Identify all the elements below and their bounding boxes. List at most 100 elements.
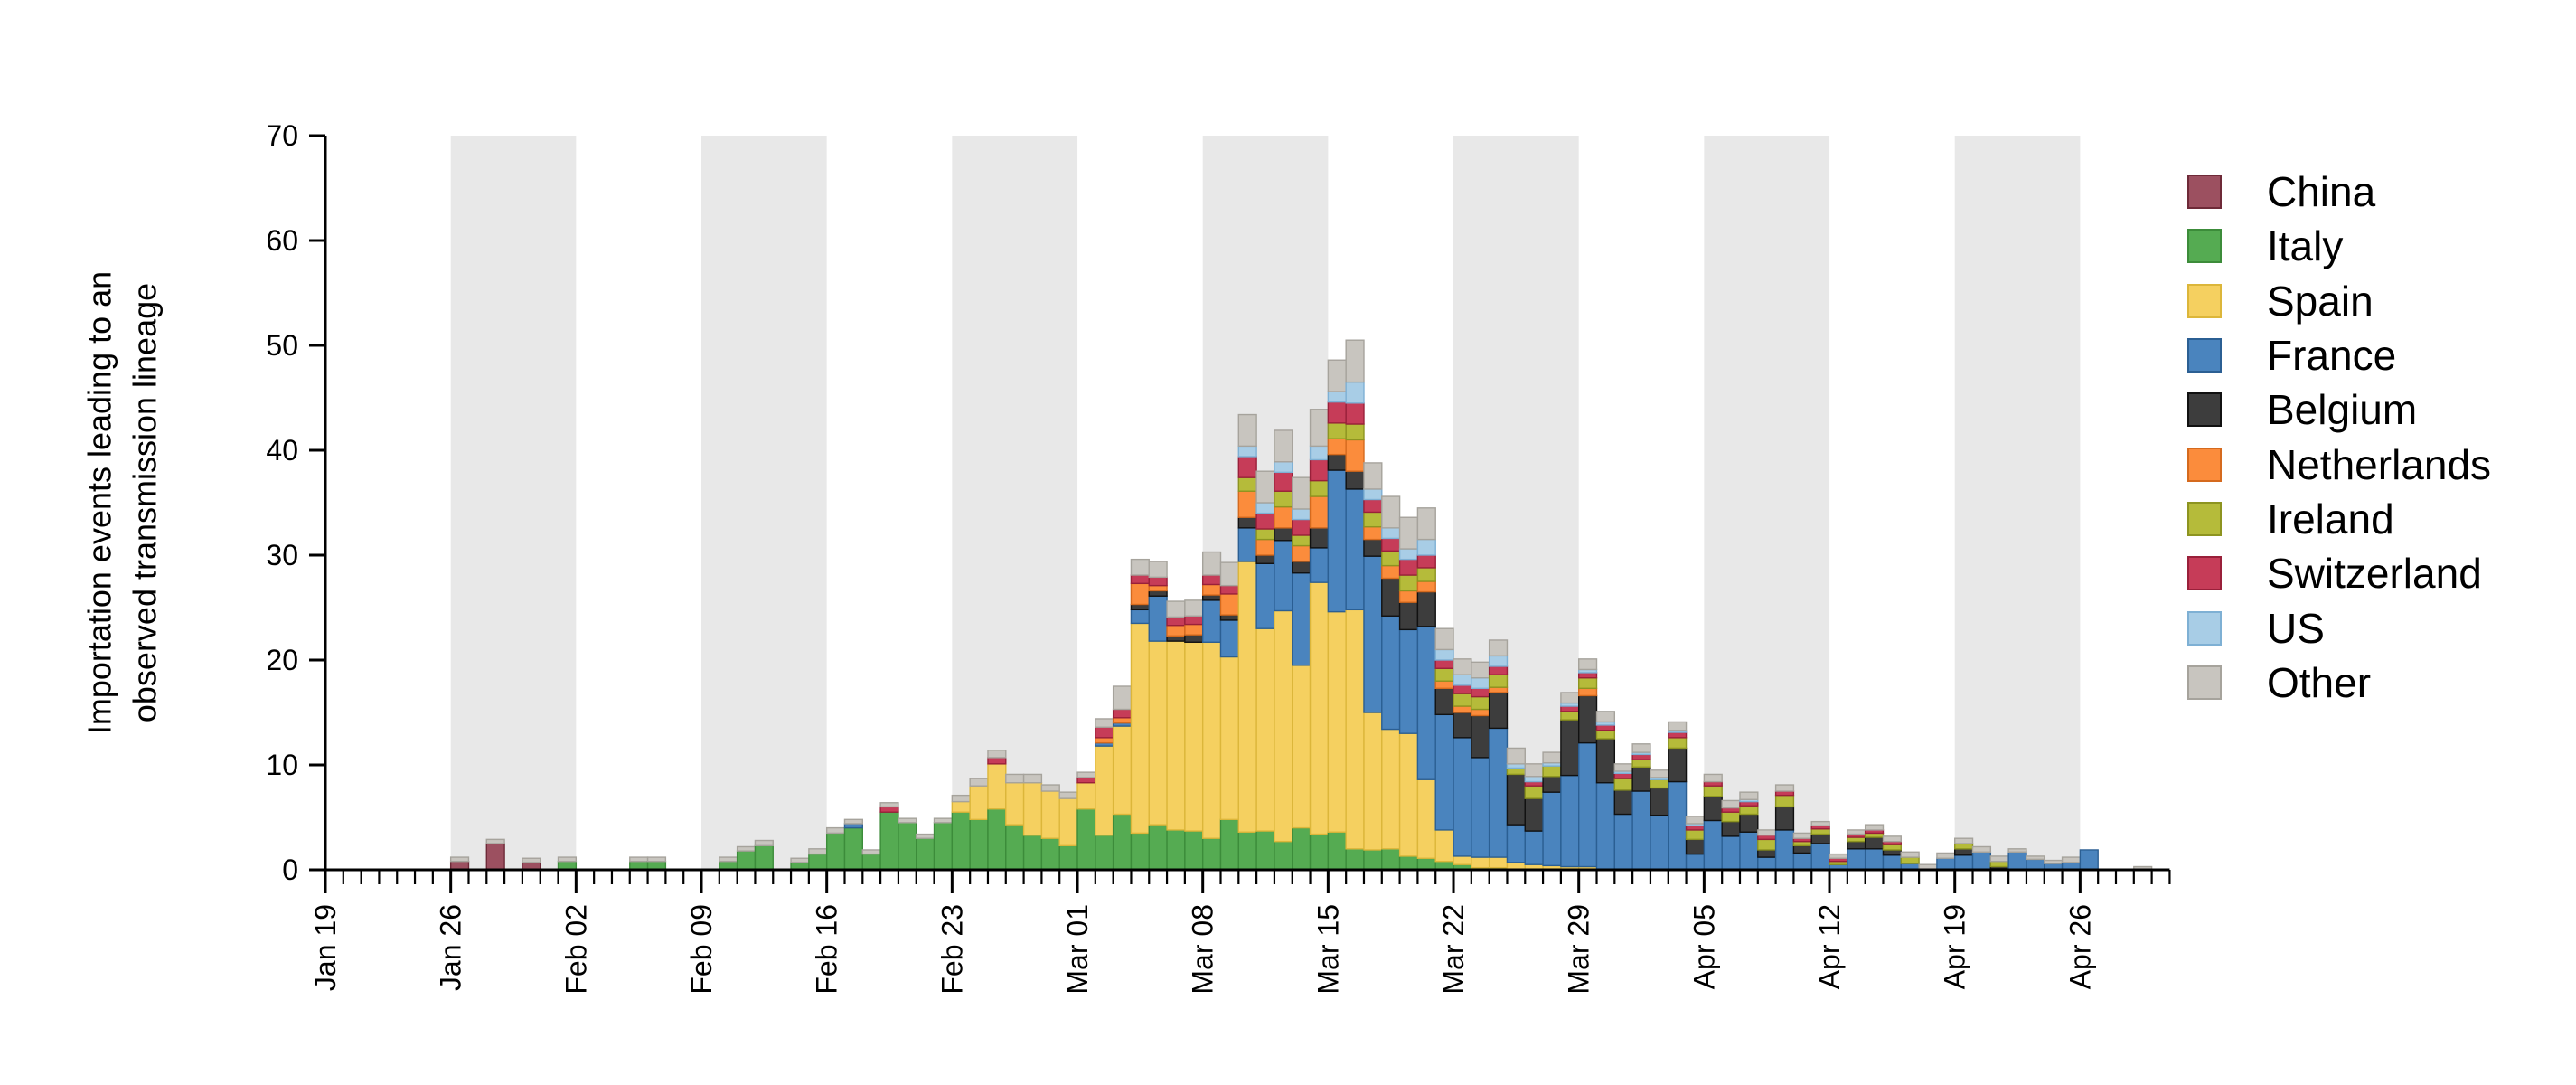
bar-segment-france [1471,757,1490,858]
bar-segment-belgium [1453,712,1472,739]
x-tick-label: Feb 16 [811,904,843,995]
x-tick-label: Apr 05 [1688,904,1720,989]
bar-segment-other [898,817,917,824]
bar-segment-us [1434,648,1454,661]
x-tick-label: Mar 01 [1061,904,1094,995]
bar-segment-belgium [1166,635,1186,642]
bar-segment-other [1792,832,1812,839]
bar-segment-other [808,848,828,855]
legend-item-switzerland: Switzerland [2187,546,2491,600]
bar-segment-spain [987,763,1007,810]
bar-segment-france [1327,469,1347,613]
bar-segment-italy [1381,848,1401,871]
bar-segment-other [2007,848,2027,853]
legend-label: China [2267,168,2376,216]
x-tick-label: Mar 15 [1312,904,1344,995]
bar-segment-other [629,856,649,863]
bar-segment-ireland [1631,759,1651,769]
bar-segment-italy [1274,840,1293,871]
bar-segment-other [1668,721,1688,731]
bar-segment-belgium [1810,833,1830,844]
bar-segment-other [1255,470,1275,504]
bar-segment-france [2026,858,2045,871]
bar-segment-france [1130,609,1150,625]
x-tick-label: Feb 09 [685,904,718,995]
bar-segment-ireland [1292,534,1312,547]
legend-swatch [2187,229,2222,264]
bar-segment-ireland [1237,476,1257,492]
bar-segment-other [1703,773,1723,783]
bar-segment-spain [1040,790,1060,839]
bar-segment-belgium [1954,848,1974,856]
bar-segment-france [1309,547,1330,583]
bar-segment-belgium [1703,796,1723,822]
bar-segment-other [719,856,738,863]
legend-swatch [2187,556,2222,591]
bar-segment-us [1309,445,1330,461]
bar-segment-other [1076,771,1096,778]
bar-segment-spain [1327,610,1347,833]
bar-segment-france [1613,813,1633,871]
bar-segment-other [1524,763,1544,778]
bar-segment-france [2007,851,2027,871]
bar-segment-france [1219,619,1240,658]
bar-segment-switzerland [1309,458,1330,482]
bar-segment-italy [933,822,954,871]
bar-segment-ireland [1703,785,1723,797]
bar-segment-switzerland [1560,705,1580,712]
bar-segment-spain [1255,627,1275,832]
bar-segment-china [485,843,505,871]
legend-label: Ireland [2267,495,2394,542]
bar-segment-france [1685,853,1706,871]
bar-segment-france [1201,599,1222,643]
bar-segment-us [1345,381,1365,404]
x-tick-label: Feb 23 [935,904,968,995]
bar-segment-belgium [1864,836,1885,850]
legend-item-other: Other [2187,656,2491,710]
bar-segment-italy [1327,831,1347,871]
legend-label: Netherlands [2267,440,2492,488]
bar-segment-other [1398,516,1419,550]
legend-label: Other [2267,658,2372,706]
bar-segment-other [1900,851,1920,858]
bar-segment-other [1595,711,1616,723]
bar-segment-italy [808,853,828,871]
bar-segment-switzerland [1292,518,1312,536]
bar-segment-belgium [1148,590,1168,597]
bar-segment-france [1381,615,1401,731]
bar-segment-ireland [1900,856,1920,864]
bar-segment-ireland [1453,693,1472,707]
bar-segment-switzerland [1488,665,1509,675]
bar-segment-ireland [1345,423,1365,441]
legend-swatch [2187,447,2222,482]
week-shade-band [1954,136,2081,870]
bar-segment-other [861,849,881,855]
bar-segment-other [790,857,810,863]
bar-segment-belgium [1255,554,1275,564]
bar-segment-france [1774,829,1795,871]
legend-label: France [2267,332,2397,380]
bar-segment-other [1971,845,1992,853]
bar-segment-other [825,826,846,835]
bar-segment-belgium [1345,470,1365,490]
bar-segment-france [1810,843,1830,871]
bar-segment-switzerland [1416,554,1436,569]
legend-swatch [2187,610,2222,646]
bar-segment-switzerland [987,757,1007,765]
bar-segment-netherlands [1381,564,1401,580]
x-tick-label: Mar 08 [1187,904,1219,995]
bar-segment-belgium [1774,806,1795,831]
bar-segment-belgium [1416,590,1436,627]
bar-segment-other [1882,835,1902,843]
bar-segment-belgium [1363,538,1383,557]
bar-segment-france [1650,814,1669,871]
bar-segment-switzerland [1095,726,1114,739]
bar-segment-other [1363,462,1383,490]
bar-segment-us [1381,527,1401,540]
bar-segment-spain [1274,609,1293,843]
bar-segment-italy [1112,813,1133,871]
legend-label: US [2267,604,2325,652]
bar-segment-italy [898,822,917,871]
bar-segment-spain [1416,778,1436,859]
